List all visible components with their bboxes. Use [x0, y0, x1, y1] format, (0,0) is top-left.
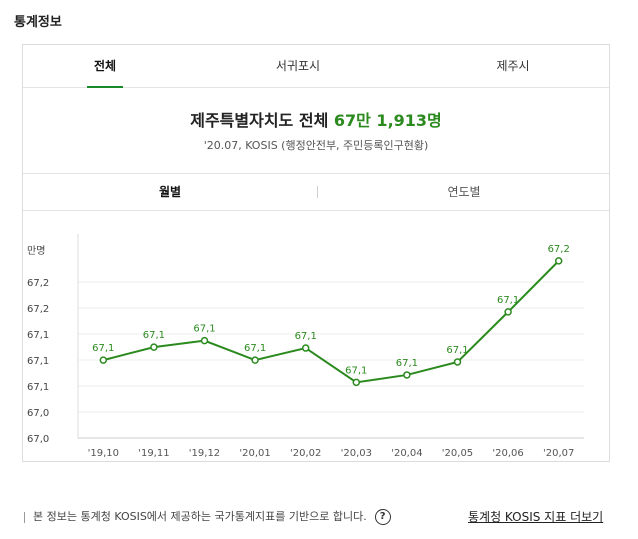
tab-jeju[interactable]: 제주시: [478, 45, 548, 87]
x-tick-label: '20,07: [543, 448, 574, 459]
statistics-card: 전체 서귀포시 제주시 제주특별자치도 전체 67만 1,913명 '20.07…: [22, 44, 610, 462]
x-tick-label: '20,05: [442, 448, 473, 459]
data-point: [99, 356, 108, 364]
x-tick-label: '20,06: [492, 448, 523, 459]
y-tick-label: 67,2: [27, 304, 49, 315]
data-point: [200, 336, 209, 345]
data-point: [403, 371, 411, 379]
data-label: 67,1: [497, 295, 519, 306]
population-line-chart: 만명 67,0 67,0 67,1 67,1 67,1 67,2 67,2 '19,10 '19,…: [27, 234, 584, 459]
y-tick-label: 67,0: [27, 408, 49, 419]
footer-divider: [24, 511, 25, 523]
data-label: 67,1: [143, 330, 165, 341]
y-axis-label: 만명: [27, 245, 45, 257]
summary-value: 67만 1,913명: [333, 111, 442, 130]
data-point: [453, 358, 462, 366]
tab-seogwipo-label: 서귀포시: [275, 59, 321, 73]
x-tick-label: '19,11: [138, 448, 169, 459]
data-label: 67,1: [92, 343, 114, 354]
tab-all-label: 전체: [93, 59, 117, 73]
y-tick-label: 67,1: [27, 330, 49, 341]
tab-all[interactable]: 전체: [85, 45, 125, 88]
y-tick-label: 67,1: [27, 356, 49, 367]
data-point: [554, 257, 563, 265]
region-tabs: 전체 서귀포시 제주시: [23, 45, 609, 88]
data-point: [352, 378, 361, 387]
footer-note-text: 본 정보는 통계청 KOSIS에서 제공하는 국가통계지표를 기반으로 합니다.: [33, 510, 367, 523]
data-label: 67,1: [244, 343, 266, 354]
population-summary: 제주특별자치도 전체 67만 1,913명: [23, 107, 609, 131]
x-tick-label: '20,02: [290, 448, 321, 459]
x-tick-label: '20,01: [239, 448, 270, 459]
data-point: [251, 356, 259, 364]
y-tick-label: 67,0: [27, 434, 49, 445]
data-label: 67,1: [345, 365, 367, 376]
kosis-more-link[interactable]: 통계청 KOSIS 지표 더보기: [468, 510, 604, 524]
data-point: [301, 344, 310, 352]
subtab-divider: [317, 186, 318, 198]
data-label: 67,2: [548, 244, 570, 255]
x-tick-label: '19,12: [189, 448, 220, 459]
data-point: [150, 343, 158, 351]
y-tick-label: 67,2: [27, 278, 49, 289]
help-icon[interactable]: ?: [374, 509, 391, 525]
x-tick-label: '20,04: [391, 448, 422, 459]
data-label: 67,1: [396, 358, 418, 369]
period-tabs: 월별 연도별: [23, 173, 609, 211]
data-label: 67,1: [446, 345, 468, 356]
section-title: 통계정보: [14, 15, 62, 30]
series-line: [103, 260, 560, 384]
data-label: 67,1: [295, 331, 317, 342]
x-tick-label: '20,03: [341, 448, 372, 459]
active-tab-underline: [87, 86, 123, 88]
footer-note: 본 정보는 통계청 KOSIS에서 제공하는 국가통계지표를 기반으로 합니다.…: [24, 508, 391, 525]
summary-region: 제주특별자치도 전체: [190, 111, 329, 130]
y-tick-label: 67,1: [27, 382, 49, 393]
tab-seogwipo[interactable]: 서귀포시: [263, 45, 333, 87]
tab-monthly[interactable]: 월별: [158, 185, 182, 199]
data-label: 67,1: [193, 324, 215, 335]
x-tick-label: '19,10: [88, 448, 119, 459]
data-point: [504, 308, 512, 316]
summary-source: '20.07, KOSIS (행정안전부, 주민등록인구현황): [203, 139, 429, 152]
tab-jeju-label: 제주시: [496, 59, 530, 73]
tab-yearly[interactable]: 연도별: [447, 185, 481, 199]
